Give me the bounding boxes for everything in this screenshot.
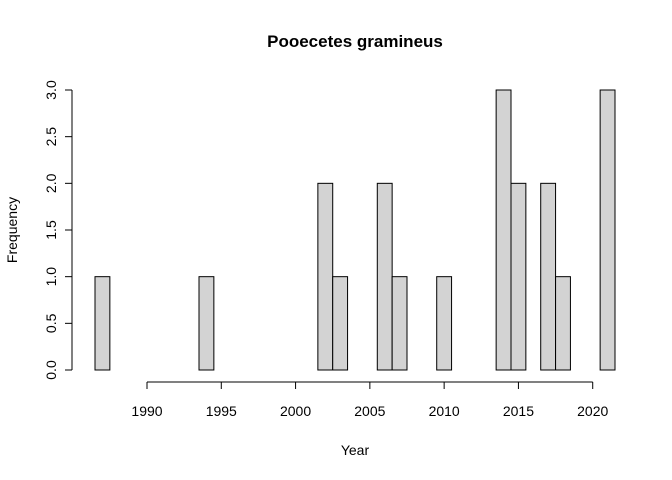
bar-2007 — [391, 276, 408, 371]
bar-2010 — [436, 276, 453, 371]
y-tick-label-0-5: 0.5 — [43, 313, 59, 333]
y-tick-label-2-5: 2.5 — [43, 127, 59, 147]
x-tick-label-1995: 1995 — [206, 403, 237, 419]
x-axis: 1990 1995 2000 2005 2010 2015 2020 — [131, 381, 608, 419]
x-tick-label-1990: 1990 — [131, 403, 162, 419]
y-tick-label-1-5: 1.5 — [43, 220, 59, 240]
y-axis: 0.0 0.5 1.0 1.5 2.0 2.5 3.0 — [43, 80, 73, 380]
x-tick-label-2010: 2010 — [429, 403, 460, 419]
bar-2017 — [540, 182, 557, 371]
bar-1987 — [94, 276, 111, 371]
bars-group — [94, 89, 616, 371]
x-tick-label-2000: 2000 — [280, 403, 311, 419]
y-axis-label: Frequency — [4, 197, 20, 263]
x-tick-label-2015: 2015 — [503, 403, 534, 419]
x-axis-label: Year — [341, 442, 370, 458]
y-tick-label-3: 3.0 — [43, 80, 59, 100]
x-tick-label-2005: 2005 — [354, 403, 385, 419]
bar-2021 — [599, 89, 616, 371]
y-tick-label-1: 1.0 — [43, 267, 59, 287]
bar-2014 — [495, 89, 512, 371]
bar-2003 — [332, 276, 349, 371]
bar-2006 — [376, 182, 393, 371]
bar-2018 — [555, 276, 571, 371]
chart-title: Pooecetes gramineus — [267, 32, 443, 51]
y-tick-label-2: 2.0 — [43, 173, 59, 193]
bar-2002 — [317, 182, 334, 371]
bar-2015 — [510, 182, 527, 371]
x-tick-label-2020: 2020 — [577, 403, 608, 419]
y-tick-label-0: 0.0 — [43, 360, 59, 380]
bar-1994 — [198, 276, 215, 371]
